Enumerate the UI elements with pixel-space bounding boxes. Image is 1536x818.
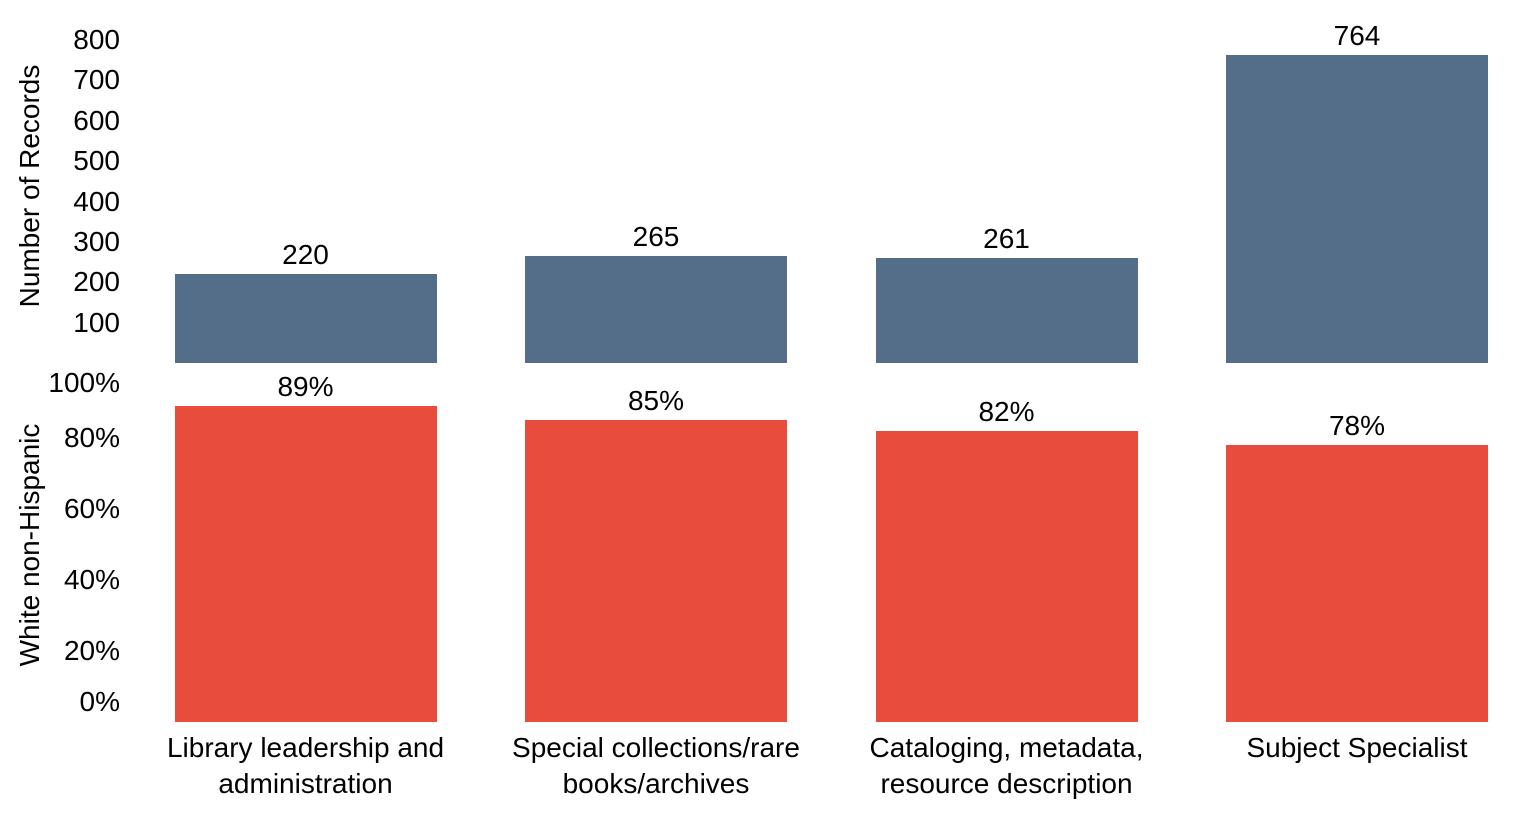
y-tick-number-of-records-200: 200 <box>73 266 120 298</box>
y-tick-white-non-hispanic-20%: 20% <box>63 635 120 666</box>
y-tick-number-of-records-700: 700 <box>73 64 120 96</box>
bar-white-non-hispanic-4 <box>1226 445 1488 722</box>
y-tick-number-of-records-500: 500 <box>73 145 120 177</box>
bar-number-of-records-3 <box>875 257 1138 363</box>
value-label-number-of-records-4: 764 <box>1333 19 1381 51</box>
value-label-white-non-hispanic-1: 89% <box>277 371 334 403</box>
value-label-number-of-records-1: 220 <box>282 239 329 271</box>
y-tick-number-of-records-800: 800 <box>73 24 120 55</box>
y-tick-white-non-hispanic-40%: 40% <box>63 564 120 595</box>
x-category-label-1: Library leadership and administration <box>166 732 445 799</box>
y-tick-number-of-records-400: 400 <box>73 185 120 217</box>
bar-white-non-hispanic-3 <box>875 430 1138 722</box>
x-category-label-2: Special collections/rare books/archives <box>512 732 800 799</box>
value-label-number-of-records-2: 265 <box>632 221 680 252</box>
x-category-label-3: Cataloging, metadata, resource descripti… <box>869 732 1144 799</box>
bar-number-of-records-1 <box>174 274 437 363</box>
y-tick-number-of-records-100: 100 <box>73 306 120 338</box>
value-label-white-non-hispanic-2: 85% <box>627 385 685 417</box>
y-tick-white-non-hispanic-80%: 80% <box>63 422 120 453</box>
y-axis-title-white-non-hispanic: White non-Hispanic <box>14 423 45 667</box>
y-tick-white-non-hispanic-100%: 100% <box>48 367 120 398</box>
bar-white-non-hispanic-2 <box>525 420 787 722</box>
bar-white-non-hispanic-1 <box>174 406 437 722</box>
y-tick-white-non-hispanic-0%: 0% <box>79 686 120 717</box>
y-tick-white-non-hispanic-60%: 60% <box>63 493 120 524</box>
value-label-number-of-records-3: 261 <box>983 222 1030 254</box>
x-category-label-4: Subject Specialist <box>1246 732 1468 763</box>
bar-number-of-records-2 <box>525 256 787 363</box>
y-tick-number-of-records-600: 600 <box>73 104 120 136</box>
y-tick-number-of-records-300: 300 <box>73 225 120 257</box>
value-label-white-non-hispanic-3: 82% <box>978 395 1035 427</box>
value-label-white-non-hispanic-4: 78% <box>1328 410 1386 442</box>
bar-number-of-records-4 <box>1226 54 1488 363</box>
